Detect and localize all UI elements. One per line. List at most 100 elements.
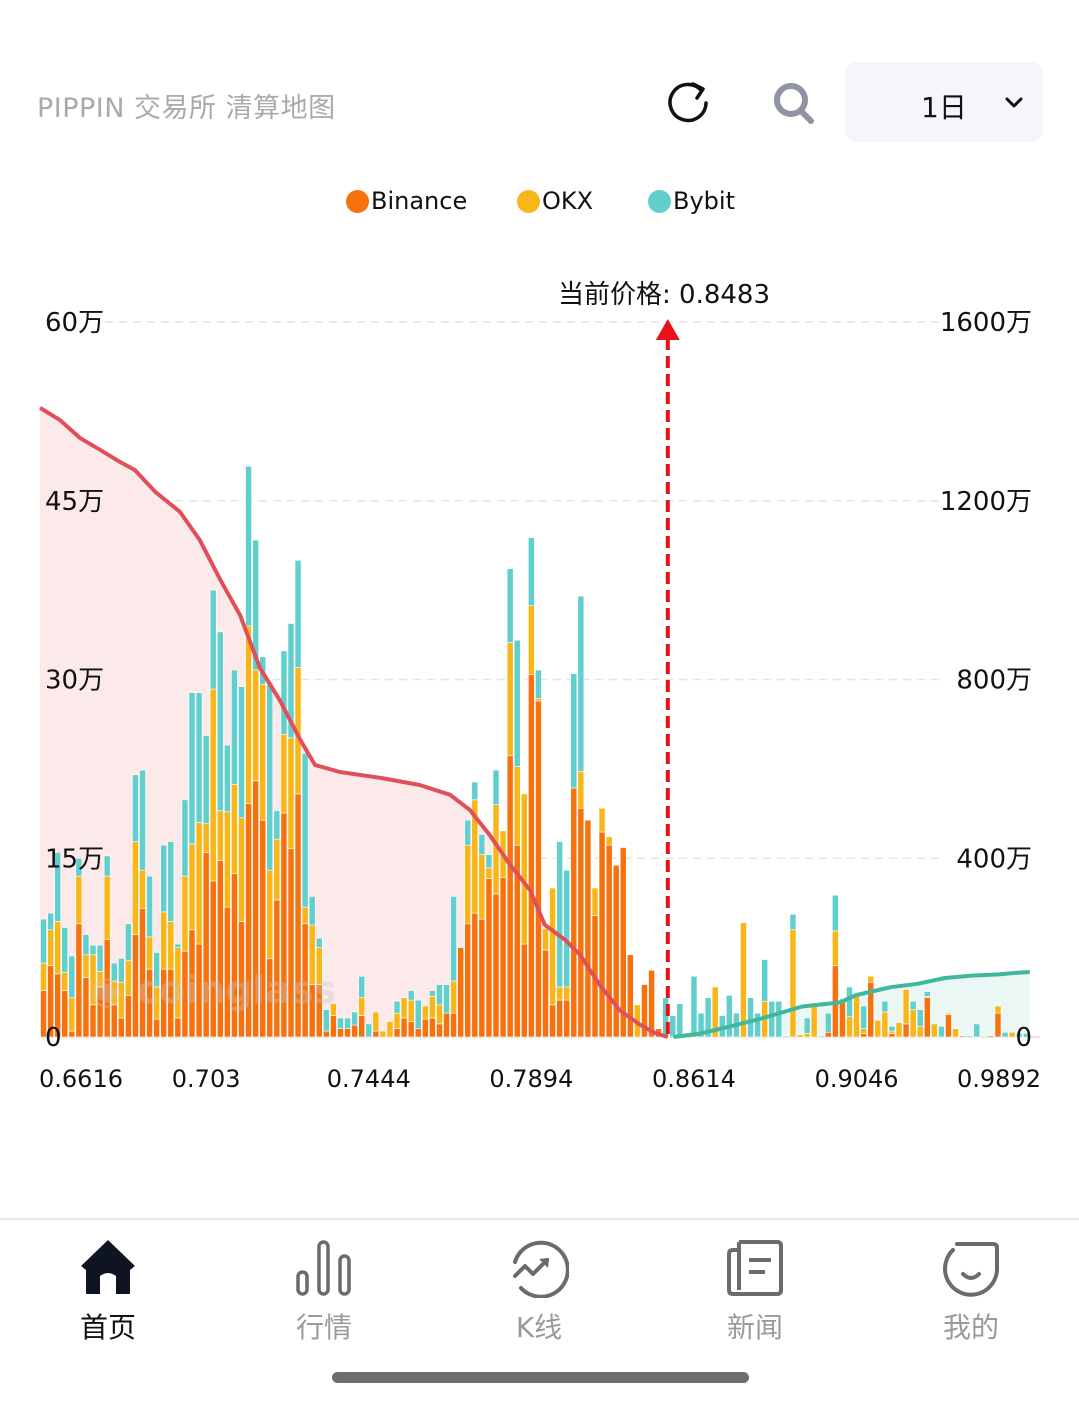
bar-bybit xyxy=(358,975,366,998)
bar-okx xyxy=(832,930,839,966)
bar-okx xyxy=(556,986,563,1001)
bar-okx xyxy=(181,875,189,952)
bar-okx xyxy=(902,989,910,1025)
bar-binance xyxy=(888,1033,896,1038)
current-price-label: 当前价格: 0.8483 xyxy=(558,280,770,310)
bar-okx xyxy=(160,911,168,970)
bar-binance xyxy=(959,1035,966,1038)
bar-okx xyxy=(549,887,556,1006)
bar-okx xyxy=(54,921,62,975)
bar-binance xyxy=(61,990,69,1038)
bar-bybit xyxy=(485,854,493,869)
bar-okx xyxy=(520,793,528,945)
bar-bybit xyxy=(54,851,62,922)
bar-bybit xyxy=(216,631,224,811)
bar-binance xyxy=(542,949,549,1038)
left-axis-tick-label: 60万 xyxy=(45,308,104,338)
liquidation-chart[interactable]: ◉ coinglass 0 0 15万 400万 30万 800万 45万 1200万 60万 1… xyxy=(0,260,1079,1110)
search-button[interactable] xyxy=(768,78,818,128)
bar-bybit xyxy=(231,669,238,785)
bar-okx xyxy=(195,822,203,945)
news-icon xyxy=(727,1240,783,1296)
bar-okx xyxy=(358,997,366,1016)
bar-bybit xyxy=(909,1000,917,1010)
binance-dot-icon xyxy=(346,189,369,213)
bar-bybit xyxy=(782,1035,790,1038)
bar-bybit xyxy=(860,1005,867,1029)
bar-okx xyxy=(301,906,309,925)
legend-item-binance[interactable]: Binance xyxy=(346,187,467,215)
left-axis-tick-label: 30万 xyxy=(45,666,104,696)
bar-okx xyxy=(259,683,267,821)
bar-okx xyxy=(931,1023,938,1038)
x-axis-tick-label: 0.6616 xyxy=(39,1065,123,1093)
bar-okx xyxy=(330,1003,337,1016)
legend-item-bybit[interactable]: Bybit xyxy=(648,187,735,215)
bar-binance xyxy=(506,755,514,1038)
x-axis-tick-label: 0.8614 xyxy=(652,1065,736,1093)
legend-item-okx[interactable]: OKX xyxy=(517,187,593,215)
bar-bybit xyxy=(888,1025,896,1032)
right-axis-tick-label: 1200万 xyxy=(940,487,1032,517)
bar-bybit xyxy=(846,986,853,1018)
bar-okx xyxy=(740,922,747,1038)
bar-okx xyxy=(238,817,245,922)
bar-binance xyxy=(641,984,648,1038)
bar-binance xyxy=(436,1023,443,1038)
bar-bybit xyxy=(761,959,769,1002)
bar-binance xyxy=(478,918,486,1038)
bar-bybit xyxy=(89,944,97,956)
refresh-icon xyxy=(668,82,708,123)
bar-binance xyxy=(400,1017,408,1038)
bar-okx xyxy=(273,838,281,901)
nav-news[interactable]: 新闻 xyxy=(685,1238,825,1348)
timeframe-dropdown[interactable]: 1日 xyxy=(845,62,1043,142)
bar-binance xyxy=(945,1014,952,1038)
bar-okx xyxy=(591,887,599,916)
bar-bybit xyxy=(775,1000,783,1038)
bar-bybit xyxy=(1001,1031,1009,1038)
bar-bybit xyxy=(322,1009,330,1032)
long-cumulative-line xyxy=(38,406,669,1039)
bar-bybit xyxy=(563,869,571,988)
bar-binance xyxy=(322,1030,330,1038)
bar-okx xyxy=(202,823,210,853)
bar-bybit xyxy=(287,623,295,739)
bar-binance xyxy=(153,1018,160,1038)
bar-bybit xyxy=(966,1035,974,1038)
bar-okx xyxy=(528,605,535,676)
bar-binance xyxy=(457,947,465,1038)
bar-okx xyxy=(40,962,47,991)
nav-profile[interactable]: 我的 xyxy=(901,1238,1041,1348)
kline-icon xyxy=(513,1240,569,1298)
bar-bybit xyxy=(238,686,245,819)
bar-okx xyxy=(542,928,549,951)
chevron-down-icon xyxy=(1005,97,1023,108)
nav-market[interactable]: 行情 xyxy=(254,1238,394,1348)
right-axis-tick-label: 1600万 xyxy=(940,308,1032,338)
bar-okx xyxy=(605,836,613,846)
bar-bybit xyxy=(47,912,54,931)
nav-kline[interactable]: K线 xyxy=(469,1238,609,1348)
bar-binance xyxy=(407,1021,415,1038)
bar-bybit xyxy=(245,465,252,627)
bar-binance xyxy=(605,844,613,1038)
bar-bybit xyxy=(697,1012,705,1038)
bar-binance xyxy=(994,1012,1002,1038)
bar-okx xyxy=(464,844,472,925)
bar-bybit xyxy=(315,937,323,948)
legend-label: Binance xyxy=(371,187,468,215)
bar-okx xyxy=(146,936,153,970)
nav-home[interactable]: 首页 xyxy=(38,1238,178,1348)
current-price-marker xyxy=(655,319,680,1037)
nav-label: 首页 xyxy=(79,1311,136,1344)
bar-okx xyxy=(711,986,719,1038)
refresh-button[interactable] xyxy=(663,78,713,128)
bar-binance xyxy=(174,1017,182,1038)
bar-binance xyxy=(549,1004,556,1038)
bar-bybit xyxy=(393,1000,401,1014)
okx-dot-icon xyxy=(517,189,540,213)
bar-okx xyxy=(952,1028,959,1038)
home-indicator[interactable] xyxy=(332,1372,749,1383)
bar-binance xyxy=(520,943,528,1038)
